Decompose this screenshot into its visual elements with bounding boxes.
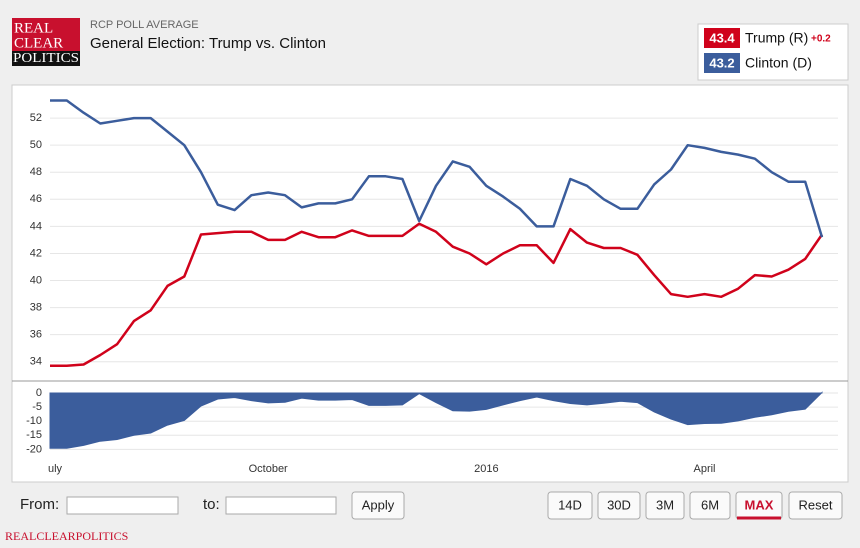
logo[interactable]: REAL CLEAR POLITICS: [12, 18, 80, 66]
range-label: Reset: [799, 497, 833, 512]
series-line: [50, 222, 824, 368]
y-tick-label: 0: [36, 387, 42, 399]
y-tick-label: -5: [32, 401, 42, 413]
to-label: to:: [203, 496, 220, 513]
range-button[interactable]: [547, 491, 593, 520]
logo-band: [12, 51, 80, 66]
from-input[interactable]: [66, 496, 179, 515]
footer: REALCLEARPOLITICS: [5, 529, 128, 543]
x-tick-label: uly: [48, 463, 63, 475]
legend-label[interactable]: Trump (R): [745, 30, 808, 46]
y-tick-label: 50: [30, 139, 42, 151]
y-tick-label: 46: [30, 193, 42, 205]
spread-area: [49, 391, 823, 449]
legend-swatch[interactable]: [704, 53, 740, 73]
to-input[interactable]: [225, 496, 337, 515]
range-button[interactable]: [689, 491, 731, 520]
x-tick-label: October: [249, 463, 288, 475]
range-button[interactable]: [597, 491, 641, 520]
kicker: RCP POLL AVERAGE: [90, 19, 199, 31]
legend-label[interactable]: Clinton (D): [745, 55, 812, 71]
x-tick-label: April: [694, 463, 716, 475]
series-line: [50, 99, 824, 238]
y-tick-label: -20: [26, 443, 42, 455]
y-tick-label: -15: [26, 429, 42, 441]
apply-label: Apply: [362, 497, 395, 512]
y-tick-label: 42: [30, 247, 42, 259]
range-button[interactable]: [645, 491, 685, 520]
from-label: From:: [20, 496, 59, 513]
y-tick-label: 40: [30, 274, 42, 286]
chart-title: General Election: Trump vs. Clinton: [90, 35, 326, 52]
range-label: 6M: [701, 497, 719, 512]
apply-button[interactable]: [351, 491, 405, 520]
range-label: 30D: [607, 497, 631, 512]
range-button[interactable]: [788, 491, 843, 520]
logo-text: CLEAR: [14, 35, 63, 51]
x-tick-label: 2016: [474, 463, 498, 475]
logo-text: REAL: [14, 20, 53, 36]
spread-label: +0.2: [811, 34, 831, 45]
y-tick-label: 44: [30, 220, 42, 232]
range-label: 14D: [558, 497, 582, 512]
y-tick-label: 36: [30, 329, 42, 341]
y-tick-label: 38: [30, 302, 42, 314]
y-tick-label: 52: [30, 112, 42, 124]
range-label: 3M: [656, 497, 674, 512]
logo-text: POLITICS: [13, 51, 79, 66]
y-tick-label: -10: [26, 415, 42, 427]
range-label: MAX: [745, 497, 774, 512]
legend-value: 43.4: [709, 30, 735, 45]
y-tick-label: 48: [30, 166, 42, 178]
y-tick-label: 34: [30, 356, 42, 368]
legend-swatch[interactable]: [704, 28, 740, 48]
legend-value: 43.2: [709, 55, 734, 70]
